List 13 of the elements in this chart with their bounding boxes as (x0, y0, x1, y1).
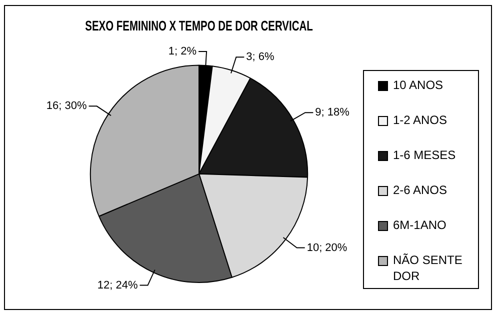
data-label: 12; 24% (97, 279, 138, 292)
legend-label: 2-6 ANOS (393, 182, 448, 198)
data-label: 9; 18% (315, 106, 350, 119)
legend-label: NÃO SENTE DOR (393, 252, 464, 284)
legend-label: 1-6 MESES (393, 147, 456, 163)
data-label: 3; 6% (246, 51, 275, 64)
legend-label: 10 ANOS (393, 77, 444, 93)
chart-title: SEXO FEMININO X TEMPO DE DOR CERVICAL (85, 18, 314, 34)
data-label: 16; 30% (46, 100, 88, 112)
data-label: 1; 2% (168, 46, 197, 58)
legend-label: 1-2 ANOS (393, 112, 448, 128)
data-label: 10; 20% (306, 242, 348, 254)
legend-label: 6M-1ANO (393, 217, 446, 233)
